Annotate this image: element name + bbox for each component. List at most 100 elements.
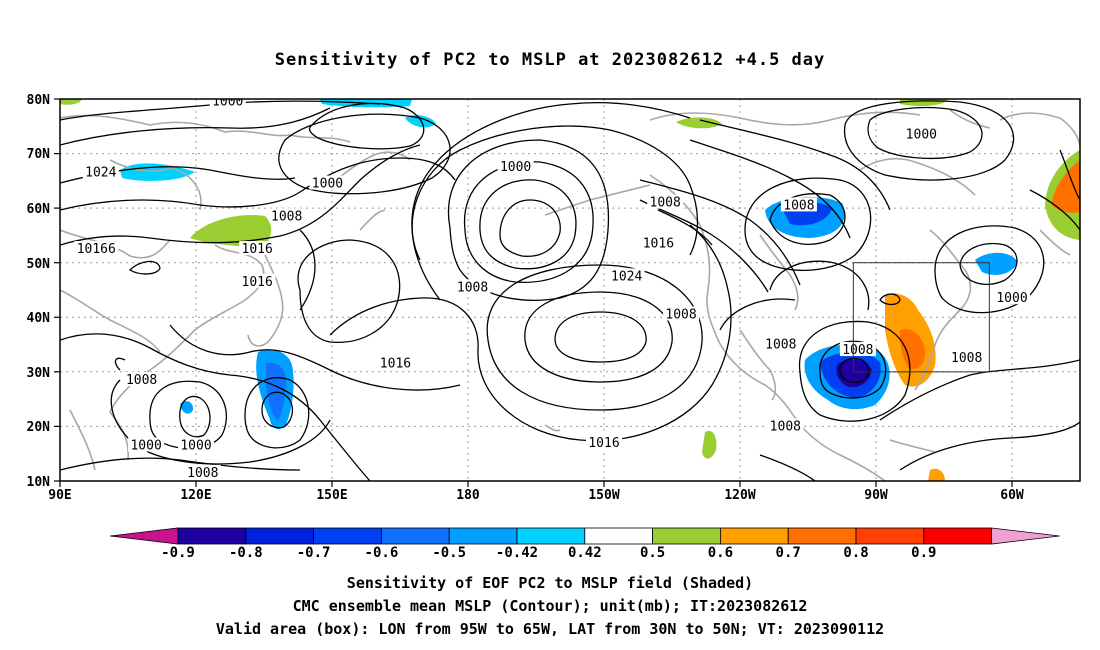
lat-label-10n: 10N [27,475,51,490]
contour-label-bg [184,464,221,479]
map-title: Sensitivity of PC2 to MSLP at 2023082612… [274,50,826,70]
colorbar-tick-label: 0.6 [708,545,733,561]
contour-label-bg [239,241,276,256]
coastlines [60,109,1080,481]
colorbar-swatch [313,527,382,545]
contour-label-bg [640,235,677,250]
contour-label-bg [178,437,214,452]
lat-label-60n: 60N [27,202,51,217]
contour-label-bg [994,290,1030,305]
colorbar-low-extend [109,527,179,545]
colorbar-tick-label: 0.7 [776,545,801,561]
contour-label-bg [128,437,165,452]
colorbar-swatch [516,527,586,545]
contour-label-bg [647,194,684,209]
contour-label: 1000 [906,127,937,142]
contour-label-bg [497,159,534,174]
lat-label-30n: 30N [27,366,51,381]
colorbar-tick-label: 0.8 [843,545,868,561]
contour-label-bg [309,175,346,190]
lat-label-70n: 70N [27,147,51,162]
colorbar-swatch [923,527,992,545]
lon-label-120w: 120W [724,488,755,503]
contour-label: 1024 [611,269,642,284]
contour-label-bg [123,372,160,387]
contour-label: 1008 [665,308,696,323]
contour-label: 1008 [765,338,796,353]
contour-label: 1000 [212,95,243,110]
contour-label-bg [762,336,799,351]
contour-label: 1000 [130,439,161,454]
contour-label: 1008 [951,351,982,366]
contour-label-bg [780,197,817,212]
contour-label: 1008 [650,196,681,211]
contour-label: 1016 [242,275,273,290]
colorbar-tick-label: 0.5 [640,545,665,561]
colorbar-swatch [652,527,721,545]
contour-label: 1024 [85,166,116,181]
contour-labels: 1000 1024 1000 1000 1008 10166 1016 1016 1008 102… [74,95,1030,481]
contour-label-bg [454,279,491,294]
contour-label-bg [839,342,876,357]
contour-label: 1016 [380,357,411,372]
contour-label: 1000 [996,291,1027,306]
contour-label-bg [586,434,622,449]
contour-label-bg [663,306,700,321]
colorbar-high-extend [991,527,1060,545]
colorbar-tick-label: -0.7 [297,545,331,561]
contour-label-bg [608,268,645,283]
lat-label-80n: 80N [27,93,51,108]
colorbar-tick-label: -0.42 [496,545,538,561]
caption-shading: Sensitivity of EOF PC2 to MSLP field (Sh… [346,574,754,592]
contour-label-bg [74,241,119,256]
lon-label-150e: 150E [316,488,347,503]
colorbar-labels: -0.9 -0.8 -0.7 -0.6 -0.5 -0.42 0.42 0.5 0.6 0.7 0.… [161,545,936,561]
contour-label: 1008 [842,343,873,358]
colorbar-tick-label: 0.9 [911,545,936,561]
contour-label: 1016 [643,237,674,252]
contour-label-bg [903,126,940,141]
contour-label: 1016 [588,436,619,451]
contour-label: 10166 [77,242,116,257]
caption-contour: CMC ensemble mean MSLP (Contour); unit(m… [292,597,808,615]
colorbar-tick-label: -0.6 [365,545,399,561]
mslp-contours [60,100,1080,481]
contour-label: 1008 [770,419,801,434]
colorbar [109,527,1060,545]
map-gridlines [60,99,1080,481]
caption-valid-area: Valid area (box): LON from 95W to 65W, L… [215,620,885,638]
lat-axis-labels: 10N 20N 30N 40N 50N 60N 70N 80N [27,93,51,490]
colorbar-tick-label: -0.5 [432,545,466,561]
lat-label-50n: 50N [27,257,51,272]
valid-area-box [852,262,990,373]
contour-label-bg [82,164,119,179]
contour-label: 1008 [457,280,488,295]
contour-label: 1008 [271,209,302,224]
contour-label-bg [209,99,246,108]
lon-axis-labels: 90E 120E 150E 180 150W 120W 90W 60W [48,488,1024,503]
contour-label-bg [239,273,276,288]
lon-label-90e: 90E [48,488,71,503]
contour-label: 1016 [242,242,273,257]
axis-ticks [54,98,1013,487]
colorbar-swatch [177,527,247,545]
contour-label: 1000 [500,160,531,175]
contour-label: 1008 [783,198,814,213]
contour-label-bg [767,418,804,433]
colorbar-swatch [584,527,653,545]
lon-label-180: 180 [456,488,480,503]
colorbar-tick-label: -0.9 [161,545,195,561]
sensitivity-shading [60,99,1080,481]
colorbar-swatch [448,527,518,545]
lon-label-90w: 90W [864,488,888,503]
contour-label-bg [377,355,414,370]
colorbar-swatch [855,527,925,545]
map-frame [59,98,1081,482]
contour-label: 1008 [187,466,218,481]
colorbar-tick-label: 0.42 [568,545,602,561]
lon-label-60w: 60W [1000,488,1024,503]
colorbar-swatch [380,527,450,545]
contour-label: 1008 [126,373,157,388]
colorbar-swatch [720,527,789,545]
